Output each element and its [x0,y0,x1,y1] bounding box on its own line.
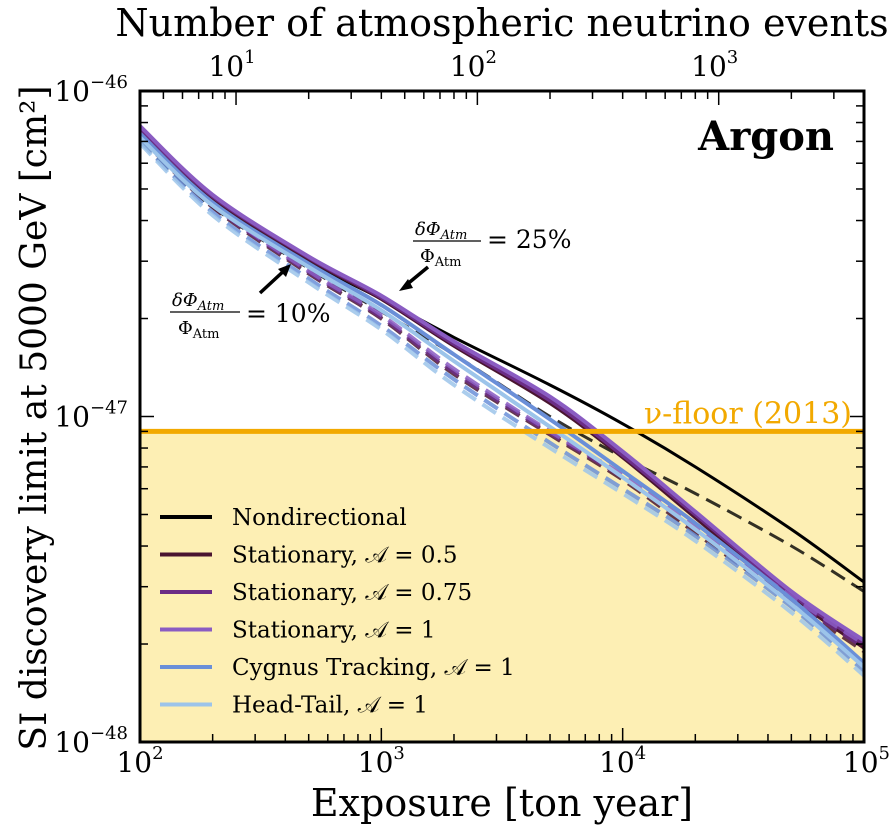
series-dashed-4 [138,139,866,673]
x-axis-label: Exposure [ton year] [311,781,693,825]
top-tick-label: 101 [208,47,255,83]
annotation-25pct-num: δΦAtm [415,219,467,243]
top-tick-label: 102 [450,47,497,83]
ticks-layer: 102 103 104 105 10−48 10−47 10−46 101 102 103 [54,47,890,779]
legend-label-2: Stationary, 𝒜 = 0.75 [232,580,472,606]
chart-title: Argon [697,113,834,160]
annotation-10pct-num: δΦAtm [172,290,224,314]
annotation-10pct-rhs: = 10% [246,299,330,328]
x-tick-label: 102 [116,743,163,779]
legend-label-3: Stationary, 𝒜 = 1 [232,618,436,644]
y-tick-label: 10−46 [54,72,128,108]
y-tick-label: 10−48 [54,723,128,759]
annotation-25pct-den: ΦAtm [420,246,461,270]
annotation-arrowhead-10pct [278,264,291,277]
x-tick-label: 103 [358,743,405,779]
top-axis-label: Number of atmospheric neutrino events [115,1,888,45]
annotation-10pct: δΦAtm ΦAtm = 10% [170,264,330,342]
top-tick-label: 103 [691,47,738,83]
y-tick-label: 10−47 [54,398,128,434]
series-dashed-5 [138,142,866,678]
legend-label-1: Stationary, 𝒜 = 0.5 [232,543,457,569]
series-solid-5 [138,135,866,669]
neutrino-floor-label: ν-floor (2013) [644,396,852,431]
legend-label-5: Head-Tail, 𝒜 = 1 [232,693,428,719]
neutrino-floor-region [140,431,864,742]
legend-label-0: Nondirectional [232,505,407,531]
annotation-25pct-rhs: = 25% [487,225,571,254]
y-axis-label: SI discovery limit at 5000 GeV [cm²] [14,85,55,750]
legend-label-4: Cygnus Tracking, 𝒜 = 1 [232,655,515,681]
series-layer [138,124,866,678]
annotation-25pct: δΦAtm ΦAtm = 25% [399,219,571,291]
x-tick-label: 105 [843,743,890,779]
x-tick-label: 104 [599,743,646,779]
annotation-10pct-den: ΦAtm [178,318,219,342]
legend: Nondirectional Stationary, 𝒜 = 0.5 Station… [160,505,515,719]
series-solid-3 [138,124,866,643]
series-solid-4 [138,132,866,665]
annotation-arrowhead-25pct [399,279,413,291]
